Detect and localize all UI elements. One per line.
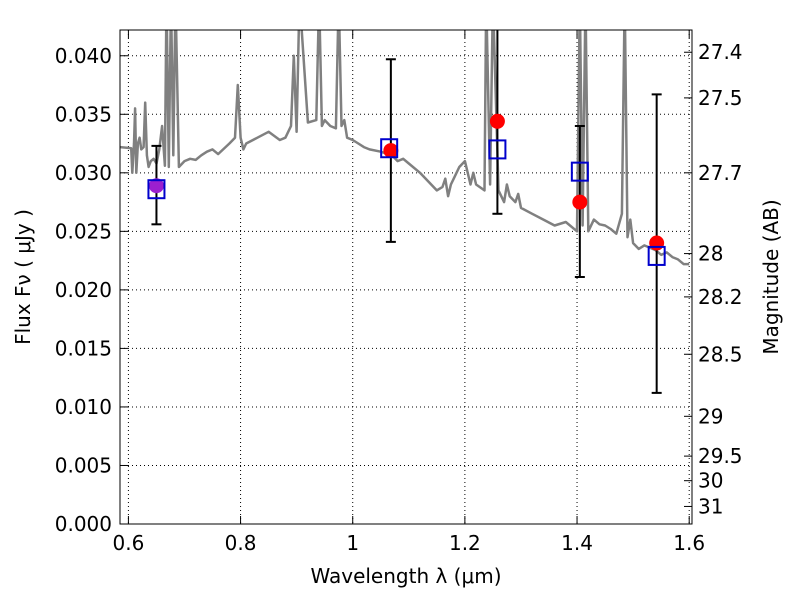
y-tick-label: 0.015 bbox=[55, 336, 112, 360]
y-tick-label: 0.005 bbox=[55, 453, 112, 477]
y2-tick-label: 30 bbox=[698, 469, 723, 493]
observed-point bbox=[148, 178, 164, 194]
x-tick-label: 1.6 bbox=[673, 531, 705, 555]
y2-tick-label: 31 bbox=[698, 494, 723, 518]
x-tick-label: 1.4 bbox=[561, 531, 593, 555]
y2-tick-label: 28.2 bbox=[698, 285, 743, 309]
y2-tick-label: 28 bbox=[698, 242, 723, 266]
y-tick-label: 0.000 bbox=[55, 512, 112, 536]
observed-point bbox=[383, 143, 399, 159]
y2-tick-label: 29.5 bbox=[698, 444, 743, 468]
y-tick-label: 0.040 bbox=[55, 44, 112, 68]
x-tick-label: 1.2 bbox=[449, 531, 481, 555]
model-point bbox=[380, 138, 399, 159]
y-tick-label: 0.030 bbox=[55, 161, 112, 185]
y2-tick-label: 27.4 bbox=[698, 40, 743, 64]
y2-tick-label: 29 bbox=[698, 404, 723, 428]
y-axis-label: Flux Fν ( μJy ) bbox=[11, 209, 35, 345]
y-tick-label: 0.025 bbox=[55, 219, 112, 243]
model-point bbox=[488, 139, 507, 160]
error-bars bbox=[147, 30, 666, 394]
observed-point bbox=[649, 235, 665, 251]
model-point bbox=[147, 179, 166, 200]
x-tick-label: 0.6 bbox=[113, 531, 145, 555]
y2-tick-label: 28.5 bbox=[698, 342, 743, 366]
spectrum-line bbox=[120, 30, 690, 266]
x-tick-label: 1 bbox=[346, 531, 359, 555]
plot-frame bbox=[119, 29, 693, 525]
axis-ticks: 0.6 0.8 1 1.2 1.4 1.6 0.000 0.005 0.010 0.015 0.02… bbox=[55, 30, 743, 555]
observed-point bbox=[489, 113, 505, 129]
model-point bbox=[570, 161, 589, 182]
plot-background bbox=[120, 30, 692, 524]
y-tick-label: 0.035 bbox=[55, 102, 112, 126]
y-tick-label: 0.010 bbox=[55, 395, 112, 419]
model-point bbox=[647, 245, 666, 266]
y2-tick-label: 27.7 bbox=[698, 161, 743, 185]
x-axis-label: Wavelength λ (μm) bbox=[310, 564, 501, 588]
y2-axis-label: Magnitude (AB) bbox=[759, 199, 783, 354]
x-tick-label: 0.8 bbox=[225, 531, 257, 555]
y-tick-label: 0.020 bbox=[55, 278, 112, 302]
y2-tick-label: 27.5 bbox=[698, 86, 743, 110]
observed-point bbox=[572, 194, 588, 210]
plot-content bbox=[120, 30, 690, 266]
